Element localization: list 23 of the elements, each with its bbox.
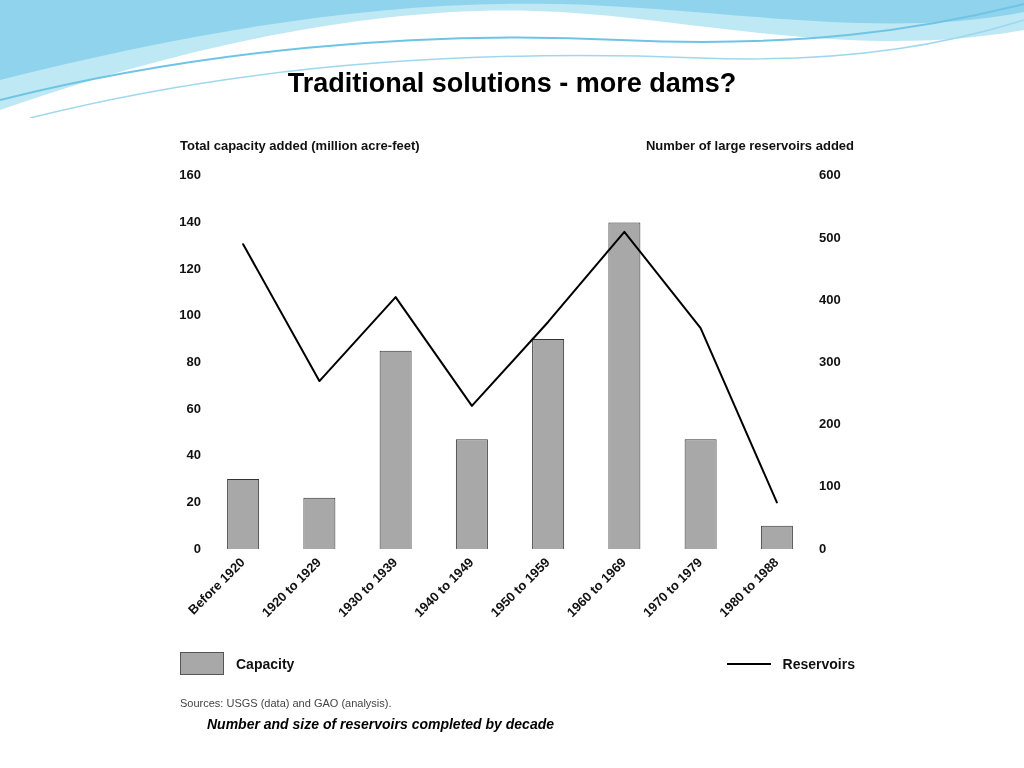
y2-tick-label: 600 (819, 167, 841, 183)
y2-tick-label: 200 (819, 416, 841, 432)
y2-tick-label: 300 (819, 353, 841, 369)
y-tick-label: 140 (179, 214, 201, 230)
y2-tick-label: 400 (819, 291, 841, 307)
y2-tick-label: 500 (819, 229, 841, 245)
chart-title: Traditional solutions - more dams? (286, 68, 738, 99)
y2-tick-label: 0 (819, 540, 827, 556)
y-axis-title: Total capacity added (million acre-feet) (180, 138, 420, 153)
legend-label: Reservoirs (782, 655, 855, 672)
y2-tick-label: 100 (819, 478, 841, 494)
y-tick-label: 40 (186, 447, 201, 463)
legend-label: Capacity (236, 655, 295, 672)
y-tick-label: 0 (193, 540, 201, 556)
y-tick-label: 120 (179, 260, 201, 276)
y-tick-label: 20 (186, 493, 201, 509)
y2-axis-title: Number of large reservoirs added (645, 138, 854, 153)
y-tick-label: 160 (179, 167, 201, 183)
y-tick-label: 60 (186, 400, 201, 416)
y-tick-label: 80 (186, 353, 201, 369)
text: Number and size of reservoirs completed by decade (207, 716, 555, 732)
y-tick-label: 100 (179, 307, 201, 323)
source-note: Sources: USGS (data) and GAO (analysis). (180, 697, 392, 709)
